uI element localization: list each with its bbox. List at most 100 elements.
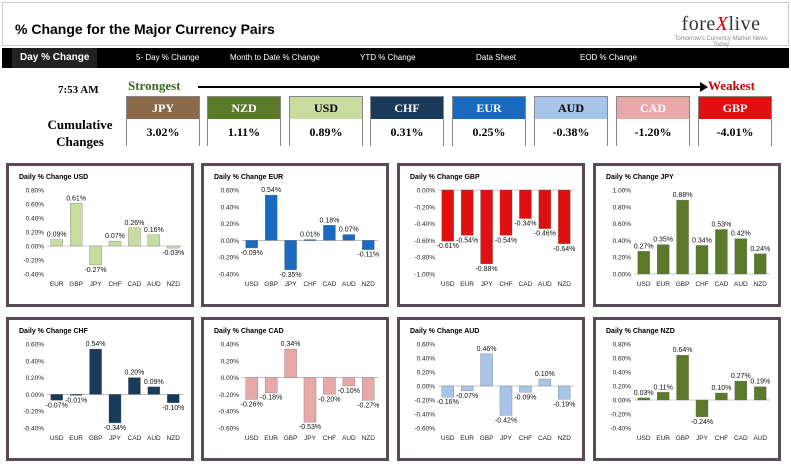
data-label: -0.09% <box>514 394 536 401</box>
chart-title: Daily % Change EUR <box>214 174 284 181</box>
x-tick-label: EUR <box>69 435 83 442</box>
data-label: 0.11% <box>653 384 672 391</box>
x-tick-label: CHF <box>715 435 728 442</box>
y-tick-label: 0.20% <box>417 370 436 377</box>
chart-title: Daily % Change USD <box>19 174 89 181</box>
bar-cad <box>538 378 552 387</box>
y-tick-label: -0.40% <box>414 221 435 228</box>
strength-arrow-line <box>198 86 704 88</box>
y-tick-label: 0.60% <box>613 221 632 228</box>
data-label: 0.07% <box>339 227 359 234</box>
bar-usd <box>441 385 454 398</box>
x-tick-label: AUD <box>538 281 552 288</box>
bar-nzd <box>362 377 375 401</box>
x-tick-label: EUR <box>50 281 64 288</box>
data-label: -0.35% <box>279 272 301 279</box>
data-label: -0.01% <box>65 397 87 404</box>
y-tick-label: 0.00% <box>221 238 240 245</box>
bar-jpy <box>499 385 513 416</box>
forexlive-logo[interactable]: foreXlive Tomorrow's Currency Market New… <box>666 13 776 48</box>
currency-cumulative-value: 0.25% <box>453 119 525 146</box>
chart-svg: 0.60% 0.40% 0.20% 0.00% -0.20% -0.40% -0.07% US… <box>23 341 184 442</box>
currency-box-gbp: GBP -4.01% <box>698 96 772 146</box>
y-tick-label: 0.00% <box>26 244 45 251</box>
bar-cad <box>715 229 728 275</box>
x-tick-label: CHF <box>519 435 532 442</box>
tab-ytd-change[interactable]: YTD % Change <box>360 53 416 62</box>
currency-box-usd: USD 0.89% <box>289 96 363 146</box>
data-label: -0.88% <box>475 266 497 273</box>
currency-cumulative-value: 0.89% <box>290 119 362 146</box>
bar-nzd <box>558 385 571 400</box>
x-tick-label: GBP <box>676 435 690 442</box>
chart-title: Daily % Change AUD <box>410 328 480 335</box>
currency-box-chf: CHF 0.31% <box>370 96 444 146</box>
chart-svg: 0.40% 0.20% 0.00% -0.20% -0.40% -0.60% -0.26% U… <box>218 341 379 442</box>
x-tick-label: GBP <box>676 281 690 288</box>
tab-data-sheet[interactable]: Data Sheet <box>476 53 517 62</box>
bar-chf <box>303 239 317 241</box>
y-tick-label: 0.60% <box>613 356 632 363</box>
x-tick-label: GBP <box>480 435 494 442</box>
bar-nzd <box>167 245 180 249</box>
y-tick-label: -0.40% <box>23 272 44 279</box>
y-tick-label: 0.40% <box>613 370 632 377</box>
bar-gbp <box>264 194 278 241</box>
data-label: -0.26% <box>241 401 263 408</box>
y-tick-label: -0.40% <box>218 409 239 416</box>
data-label: 0.34% <box>281 341 301 348</box>
x-tick-label: JPY <box>304 435 317 442</box>
data-label: 0.24% <box>750 246 770 253</box>
data-label: 0.03% <box>634 390 654 397</box>
data-label: -0.42% <box>495 417 517 424</box>
y-tick-label: -0.40% <box>610 426 631 433</box>
logo-text-end: live <box>728 13 761 35</box>
x-tick-label: USD <box>50 435 64 442</box>
y-tick-label: 0.60% <box>26 342 45 349</box>
bar-jpy <box>284 240 297 270</box>
x-tick-label: CHF <box>303 281 316 288</box>
data-label: -0.27% <box>357 402 379 409</box>
tab-5-day-change[interactable]: 5- Day % Change <box>136 53 200 62</box>
bar-usd <box>245 377 258 400</box>
bar-usd <box>245 240 258 249</box>
bar-usd <box>637 397 650 401</box>
bar-gbp <box>284 348 297 378</box>
y-tick-label: -0.40% <box>414 412 435 419</box>
y-tick-label: 0.00% <box>613 272 632 279</box>
data-label: -0.34% <box>104 425 126 432</box>
tab-month-to-date-change[interactable]: Month to Date % Change <box>230 53 320 62</box>
x-tick-label: JPY <box>90 281 103 288</box>
y-tick-label: 0.40% <box>26 216 45 223</box>
x-tick-label: CAD <box>715 281 729 288</box>
bar-gbp <box>89 348 102 395</box>
x-tick-label: GBP <box>264 281 278 288</box>
x-tick-label: NZD <box>362 435 376 442</box>
data-label: -0.10% <box>338 388 360 395</box>
bar-aud <box>147 386 161 395</box>
data-label: -0.34% <box>514 221 536 228</box>
tab-eod-change[interactable]: EOD % Change <box>580 53 637 62</box>
data-label: -0.61% <box>437 243 459 250</box>
data-label: 0.54% <box>86 341 106 348</box>
tab-day-change[interactable]: Day % Change <box>12 48 98 68</box>
cumulative-changes-label: Cumulative Changes <box>40 116 120 150</box>
y-tick-label: -0.60% <box>218 426 239 433</box>
x-tick-label: NZD <box>167 435 181 442</box>
x-tick-label: USD <box>637 435 651 442</box>
y-tick-label: 0.40% <box>221 204 240 211</box>
chart-svg: 0.60% 0.40% 0.20% 0.00% -0.20% -0.40% -0.60% -0… <box>414 342 575 443</box>
chart-panel-aud: Daily % Change AUD 0.60% 0.40% 0.20% 0.00% -0… <box>397 317 585 461</box>
x-tick-label: NZD <box>167 281 181 288</box>
x-tick-label: EUR <box>460 435 474 442</box>
bar-jpy <box>108 394 122 424</box>
y-tick-label: 0.00% <box>613 398 632 405</box>
data-label: -0.07% <box>46 402 68 409</box>
chart-svg: 0.80% 0.60% 0.40% 0.20% 0.00% -0.20% -0.40% 0.0… <box>23 188 184 289</box>
bar-chf <box>519 385 532 393</box>
y-tick-label: 0.40% <box>26 358 45 365</box>
y-tick-label: 0.00% <box>221 375 240 382</box>
y-tick-label: 0.00% <box>26 392 45 399</box>
chart-panel-nzd: Daily % Change NZD 0.80% 0.60% 0.40% 0.20% 0.… <box>593 317 781 461</box>
data-label: 0.46% <box>477 346 497 353</box>
